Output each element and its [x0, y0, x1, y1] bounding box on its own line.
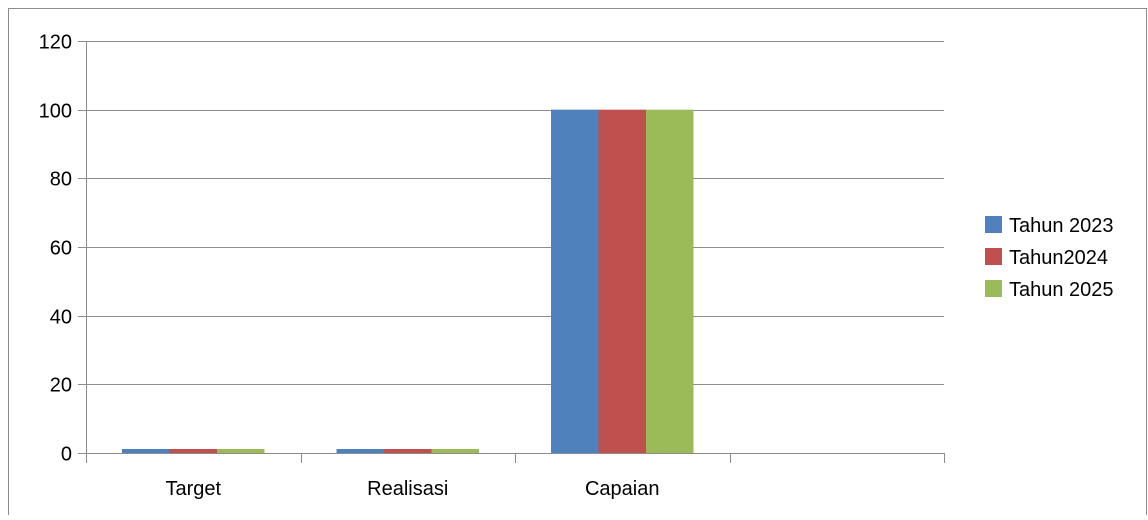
bar-0-2 — [217, 449, 265, 453]
legend-swatch-2 — [985, 280, 1002, 297]
chart-border — [8, 8, 1147, 520]
bar-2-0 — [551, 109, 599, 454]
bar-1-1 — [384, 449, 432, 453]
legend: Tahun 2023 Tahun2024 Tahun 2025 — [985, 215, 1114, 301]
legend-swatch-1 — [985, 248, 1002, 265]
y-tick-label: 20 — [50, 375, 72, 397]
x-tick-labels: Target Realisasi Capaian — [165, 478, 659, 500]
bar-2-1 — [598, 109, 646, 454]
x-tick-label: Target — [165, 478, 221, 500]
y-tick-label: 60 — [50, 238, 72, 260]
bar-0-0 — [122, 449, 170, 453]
legend-label-1: Tahun2024 — [1009, 247, 1108, 269]
bar-0-1 — [169, 449, 217, 453]
x-tick-label: Capaian — [585, 478, 660, 500]
legend-swatch-0 — [985, 216, 1002, 233]
y-tick-labels: 0 20 40 60 80 100 120 — [39, 32, 72, 466]
y-tick-label: 0 — [61, 444, 72, 466]
y-tick-label: 100 — [39, 101, 72, 123]
y-tick-label: 80 — [50, 169, 72, 191]
axes — [86, 41, 945, 463]
gridlines — [78, 41, 944, 454]
legend-label-0: Tahun 2023 — [1009, 215, 1114, 237]
bar-2-2 — [646, 109, 694, 454]
bar-group — [122, 109, 694, 454]
y-tick-label: 120 — [39, 32, 72, 54]
bar-1-2 — [431, 449, 479, 453]
x-tick-label: Realisasi — [367, 478, 448, 500]
y-tick-label: 40 — [50, 307, 72, 329]
legend-label-2: Tahun 2025 — [1009, 279, 1114, 301]
bar-1-0 — [336, 449, 384, 453]
